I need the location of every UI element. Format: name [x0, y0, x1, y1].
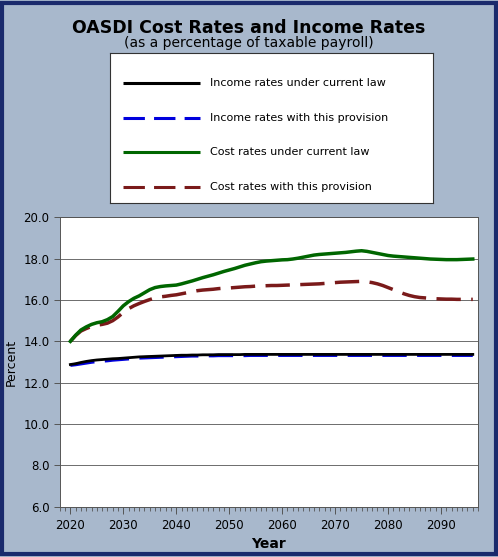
Y-axis label: Percent: Percent	[4, 339, 17, 385]
Text: OASDI Cost Rates and Income Rates: OASDI Cost Rates and Income Rates	[72, 19, 426, 37]
X-axis label: Year: Year	[251, 538, 286, 551]
Text: (as a percentage of taxable payroll): (as a percentage of taxable payroll)	[124, 36, 374, 50]
Text: Income rates under current law: Income rates under current law	[210, 78, 386, 88]
Text: Cost rates with this provision: Cost rates with this provision	[210, 182, 372, 192]
Text: Income rates with this provision: Income rates with this provision	[210, 113, 388, 123]
Text: Cost rates under current law: Cost rates under current law	[210, 147, 370, 157]
